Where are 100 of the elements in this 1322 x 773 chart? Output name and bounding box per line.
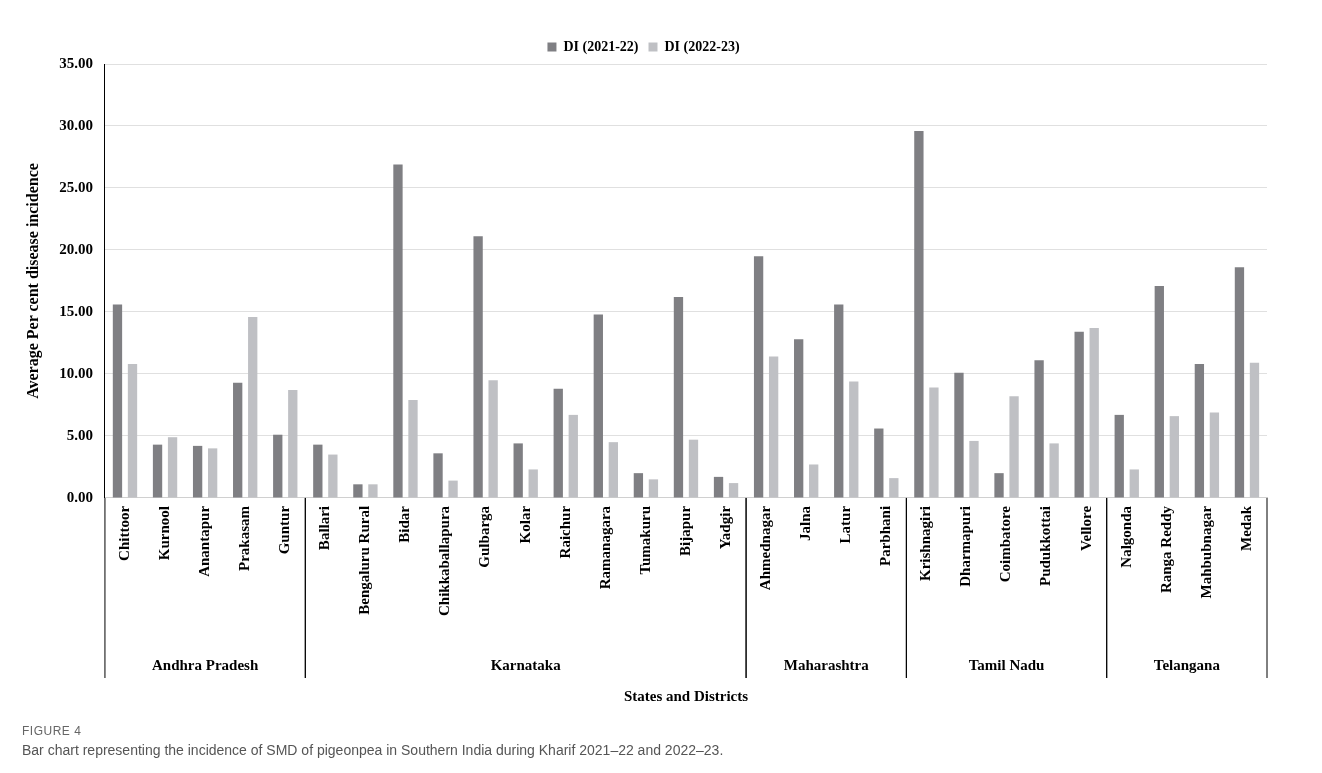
x-tick-label: Yadgir (716, 505, 733, 550)
bar (1034, 360, 1044, 498)
x-tick-label: Bidar (396, 505, 413, 543)
x-tick-label: Ramanagara (596, 505, 613, 590)
bar (809, 464, 819, 498)
bar (794, 339, 804, 498)
text: Karnataka (490, 656, 562, 673)
bar (248, 316, 258, 498)
y-tick-label: 10.00 (59, 364, 93, 381)
bar (728, 483, 739, 498)
x-tick-label: Pudukkottai (1037, 505, 1054, 586)
x-tick-label: Coimbatore (997, 505, 1014, 583)
bar (688, 439, 699, 498)
bar (994, 473, 1004, 498)
caption: FIGURE 4 (22, 724, 82, 738)
bar (448, 480, 458, 498)
bar (753, 256, 764, 498)
y-tick-label: 20.00 (59, 240, 93, 257)
bar (568, 414, 578, 498)
bar (1049, 443, 1059, 498)
bar (834, 304, 844, 498)
bar (313, 444, 323, 498)
bar (273, 434, 283, 498)
text: Tamil Nadu (968, 656, 1045, 673)
bar (1194, 364, 1205, 498)
bar (513, 443, 523, 498)
bar (1009, 396, 1019, 498)
bar (1074, 331, 1084, 498)
bar (768, 356, 779, 498)
x-axis-title: States and Districts (623, 687, 749, 704)
legend-label: DI (2021-22) (563, 38, 639, 55)
bar (353, 484, 363, 498)
bar (593, 314, 603, 498)
x-tick-label: Jalna (797, 505, 814, 541)
legend-label: DI (2022-23) (664, 38, 740, 55)
x-tick-label: Ballari (316, 505, 333, 551)
bar (473, 236, 483, 498)
x-tick-label: Kurnool (155, 505, 172, 561)
bar (1154, 285, 1164, 498)
x-tick-label: Anantapur (196, 505, 212, 577)
bar (368, 484, 378, 498)
bar (648, 479, 659, 498)
bar (889, 478, 899, 498)
x-tick-label: Dharmapuri (957, 505, 974, 587)
text: Maharashtra (783, 656, 870, 673)
x-tick-label: Gulbarga (476, 505, 493, 568)
text: Andhra Pradesh (151, 656, 259, 673)
x-tick-label: Vellore (1077, 505, 1094, 551)
x-tick-label: Tumakuru (636, 505, 653, 575)
y-tick-label: 30.00 (59, 116, 93, 133)
bar (673, 297, 684, 498)
bar (969, 440, 979, 498)
bar (192, 445, 203, 498)
x-tick-label: Bijapur (676, 505, 693, 556)
bar (1129, 469, 1139, 498)
x-tick-label: Raichur (556, 505, 573, 559)
x-tick-label: Mahbubnagar (1197, 505, 1214, 599)
y-tick-label: 35.00 (59, 54, 93, 71)
text: Telangana (1153, 656, 1221, 673)
bar (233, 382, 243, 498)
bar (1209, 412, 1220, 498)
bar (408, 400, 418, 498)
bar (914, 130, 924, 498)
bar (127, 364, 138, 498)
bar (1089, 328, 1099, 498)
y-tick-label: 0.00 (66, 488, 93, 505)
x-tick-label: Medak (1237, 505, 1254, 551)
x-tick-label: Bengaluru Rural (356, 505, 373, 615)
bar (633, 473, 644, 498)
bar (849, 381, 859, 498)
x-tick-label: Latur (837, 505, 854, 544)
x-tick-label: Prakasam (236, 505, 253, 571)
bar (167, 437, 178, 498)
bar (608, 442, 619, 498)
x-tick-label: Parbhani (877, 505, 894, 566)
y-tick-label: 5.00 (66, 426, 93, 443)
bar (874, 428, 884, 498)
x-tick-label: Nalgonda (1117, 505, 1134, 568)
bar (1249, 362, 1260, 498)
y-tick-label: 25.00 (59, 178, 93, 195)
text: Bar chart representing the incidence of SMD of pigeonpea in Southern India during Kharif 2021–22 and 2022–23. (22, 742, 724, 758)
x-tick-label: Krishnagiri (917, 505, 934, 581)
y-tick-label: 15.00 (59, 302, 93, 319)
bar (488, 380, 498, 498)
bar (1234, 267, 1245, 498)
bar (152, 444, 163, 498)
bar (528, 469, 538, 498)
bar (112, 304, 123, 498)
bar (328, 454, 338, 498)
bar (288, 390, 298, 498)
x-tick-label: Ahmednagar (756, 505, 773, 591)
x-tick-label: Ranga Reddy (1157, 505, 1174, 594)
x-tick-label: Guntur (276, 505, 293, 555)
bar (433, 453, 443, 498)
bar (207, 448, 218, 498)
bar (1114, 414, 1124, 498)
bar (713, 476, 724, 498)
y-axis-title: Average Per cent disease incidence (23, 163, 42, 399)
bar (929, 387, 939, 498)
bar (1169, 416, 1179, 498)
